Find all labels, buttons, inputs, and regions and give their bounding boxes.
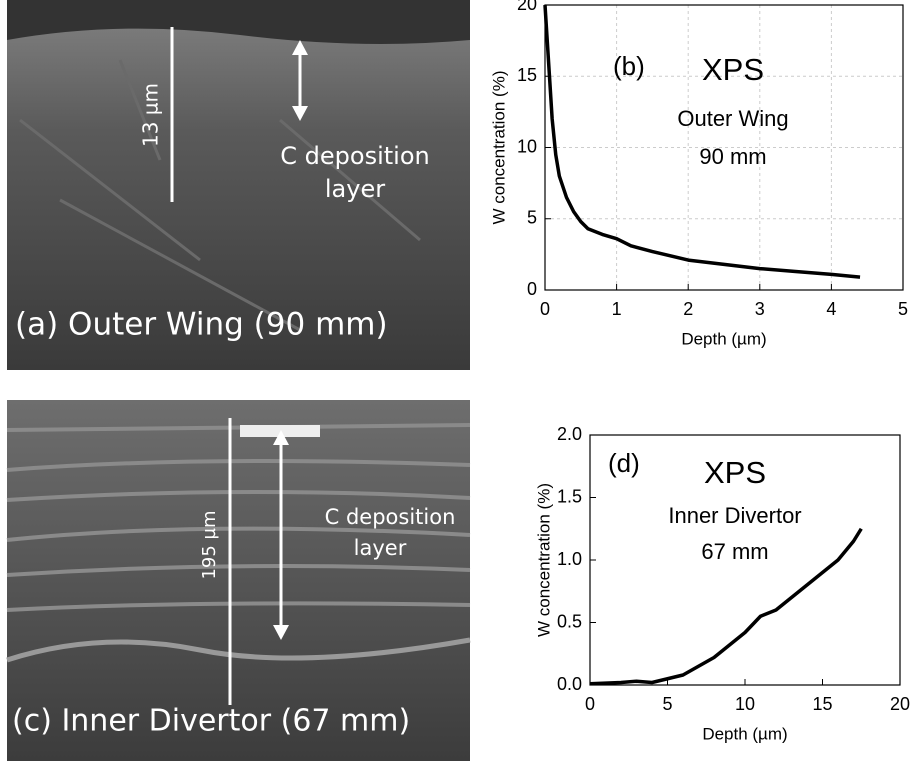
x-tick-label: 10 xyxy=(735,694,755,714)
x-axis-label: Depth (µm) xyxy=(681,329,766,348)
x-tick-label: 3 xyxy=(755,299,765,319)
figure: 13 µm C deposition layer (a) Outer Wing … xyxy=(0,0,913,761)
x-tick-label: 5 xyxy=(898,299,908,319)
layer-label: layer xyxy=(354,536,407,560)
y-tick-label: 5 xyxy=(527,208,537,228)
panel-title: (a) Outer Wing (90 mm) xyxy=(15,307,388,343)
annotation: 90 mm xyxy=(699,144,766,169)
y-tick-label: 2.0 xyxy=(557,424,582,444)
y-tick-label: 0 xyxy=(527,279,537,299)
y-axis-label: W concentration (%) xyxy=(489,71,508,225)
annotation: XPS xyxy=(704,455,766,490)
scale-label: 195 µm xyxy=(199,510,220,579)
annotation: (d) xyxy=(608,448,640,478)
x-tick-label: 0 xyxy=(585,694,595,714)
annotation: 67 mm xyxy=(701,539,768,564)
panel-title: (c) Inner Divertor (67 mm) xyxy=(12,704,410,739)
x-tick-label: 1 xyxy=(612,299,622,319)
y-axis-label: W concentration (%) xyxy=(534,483,553,637)
annotation: Inner Divertor xyxy=(668,503,801,528)
y-tick-label: 1.5 xyxy=(557,486,582,506)
sem-a: 13 µm C deposition layer (a) Outer Wing … xyxy=(7,0,470,370)
x-tick-label: 20 xyxy=(890,694,910,714)
y-tick-label: 1.0 xyxy=(557,549,582,569)
layer-label: C deposition xyxy=(325,505,456,529)
sem-c: 195 µm C deposition layer (c) Inner Dive… xyxy=(7,400,470,761)
x-axis-label: Depth (µm) xyxy=(702,724,787,743)
y-tick-label: 0.5 xyxy=(557,611,582,631)
annotation: XPS xyxy=(702,52,764,87)
x-tick-label: 0 xyxy=(540,299,550,319)
x-tick-label: 2 xyxy=(683,299,693,319)
x-tick-label: 4 xyxy=(826,299,836,319)
x-tick-label: 15 xyxy=(812,694,832,714)
y-tick-label: 10 xyxy=(517,136,537,156)
annotation: Outer Wing xyxy=(677,106,788,131)
layer-label: layer xyxy=(325,175,385,203)
x-tick-label: 5 xyxy=(662,694,672,714)
data-line xyxy=(545,5,860,277)
scale-label: 13 µm xyxy=(139,83,163,147)
y-tick-label: 15 xyxy=(517,65,537,85)
y-tick-label: 0.0 xyxy=(557,674,582,694)
y-tick-label: 20 xyxy=(517,0,537,14)
annotation: (b) xyxy=(613,51,645,81)
layer-label: C deposition xyxy=(280,142,429,170)
